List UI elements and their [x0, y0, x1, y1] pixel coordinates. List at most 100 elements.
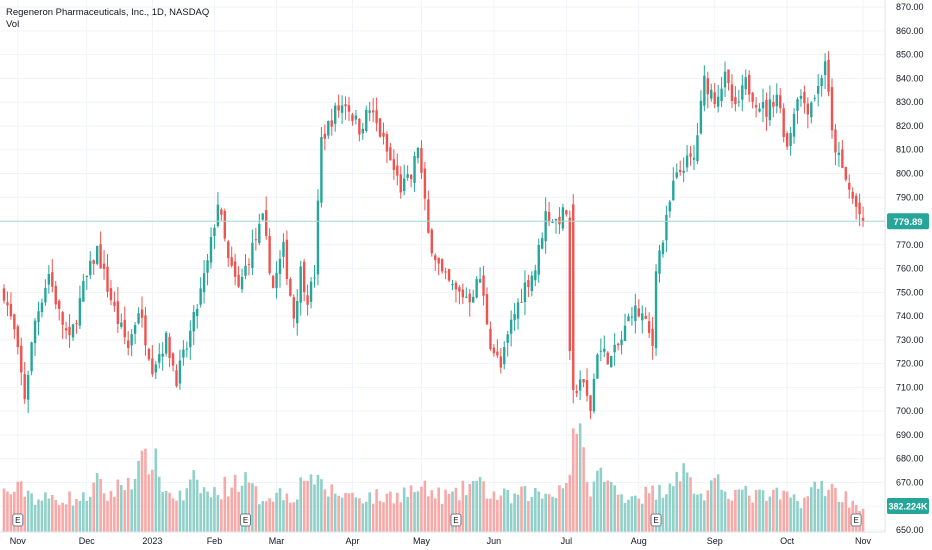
volume-bar — [751, 502, 754, 532]
candle-body — [58, 300, 61, 309]
candle-body — [475, 279, 478, 298]
volume-bar — [240, 485, 244, 532]
candle-body — [75, 323, 78, 325]
candle-body — [106, 266, 109, 292]
candle-body — [385, 134, 389, 152]
candle-body — [444, 271, 447, 273]
volume-bar — [502, 488, 506, 532]
volume-bar — [137, 460, 140, 532]
volume-bar — [685, 472, 689, 532]
candle-body — [309, 281, 313, 302]
volume-bar — [271, 501, 275, 532]
volume-bar — [40, 500, 44, 532]
time-axis-background — [0, 532, 885, 550]
volume-bar — [416, 491, 420, 532]
candle-body — [730, 84, 734, 101]
candle-body — [316, 200, 320, 275]
candle-body — [679, 169, 682, 173]
volume-bar — [554, 497, 558, 532]
candle-body — [26, 374, 30, 400]
earnings-marker-label: E — [15, 516, 20, 525]
candle-body — [551, 221, 554, 224]
volume-bar — [371, 503, 375, 532]
price-tick-label: 690.00 — [896, 430, 924, 440]
candle-body — [292, 297, 295, 319]
volume-bar — [64, 504, 68, 532]
candle-body — [109, 288, 113, 301]
candle-body — [848, 182, 851, 190]
volume-bar — [78, 500, 82, 532]
price-tick-label: 710.00 — [896, 382, 924, 392]
candle-body — [572, 204, 575, 390]
volume-bar — [616, 494, 620, 532]
price-axis[interactable]: 870.00 860.00 850.00 840.00 830.00 820.00 810.… — [896, 2, 924, 535]
candle-body — [358, 118, 361, 135]
candle-body — [375, 110, 378, 124]
candle-body — [413, 155, 416, 184]
candle-body — [758, 108, 761, 112]
time-axis[interactable]: Nov Dec 2023 Feb Mar Apr May Jun Jul Aug Sep Oct Nov — [10, 536, 872, 546]
volume-bar — [709, 480, 713, 532]
time-tick-label: Jul — [561, 536, 573, 546]
earnings-marker[interactable]: E — [850, 513, 862, 527]
candle-body — [589, 395, 592, 412]
volume-bar — [37, 499, 40, 532]
volume-bar — [409, 485, 413, 532]
price-tick-label: 750.00 — [896, 287, 924, 297]
volume-bar — [361, 503, 365, 532]
candle-body — [16, 326, 19, 348]
volume-bar — [151, 469, 154, 532]
candle-body — [520, 301, 523, 303]
candle-body — [420, 147, 423, 173]
candle-body — [451, 284, 454, 286]
volume-bar — [578, 423, 582, 532]
volume-legend-label[interactable]: Vol — [6, 19, 20, 30]
candle-body — [692, 157, 696, 160]
volume-bar — [454, 487, 458, 532]
volume-bar — [285, 493, 289, 532]
price-tick-label: 760.00 — [896, 264, 924, 274]
earnings-marker[interactable]: E — [240, 513, 251, 527]
volume-bar — [433, 498, 437, 532]
candle-body — [478, 279, 482, 283]
price-tick-label: 720.00 — [896, 359, 924, 369]
volume-bar — [613, 485, 616, 532]
volume-bar — [147, 474, 151, 532]
volume-bar — [437, 487, 440, 532]
earnings-marker[interactable]: E — [450, 513, 462, 527]
volume-bar — [447, 493, 451, 532]
candle-body — [503, 347, 506, 365]
candle-body — [547, 211, 551, 222]
candle-body — [61, 312, 64, 325]
volume-bar — [537, 491, 541, 532]
symbol-title[interactable]: Regeneron Pharmaceuticals, Inc., 1D, NAS… — [6, 7, 210, 18]
volume-bar — [99, 478, 102, 532]
candle-body — [647, 321, 651, 334]
volume-bar — [378, 500, 382, 532]
earnings-marker[interactable]: E — [650, 513, 662, 527]
volume-bar — [396, 492, 399, 532]
volume-bar — [520, 486, 523, 532]
volume-bar — [61, 502, 64, 532]
candle-body — [89, 260, 92, 276]
candle-body — [834, 129, 837, 153]
candle-body — [716, 96, 720, 107]
volume-bar — [544, 493, 547, 532]
price-tick-label: 650.00 — [896, 525, 924, 535]
candle-body — [568, 217, 571, 352]
candle-body — [492, 347, 496, 354]
volume-bar — [278, 488, 282, 532]
volume-bar — [120, 485, 123, 532]
volume-bar — [658, 484, 661, 532]
volume-bar — [647, 493, 651, 532]
volume-bar — [430, 490, 434, 532]
volume-bar — [575, 433, 578, 532]
earnings-marker[interactable]: E — [12, 513, 24, 527]
volume-bar — [92, 482, 95, 532]
volume-bar — [268, 498, 271, 532]
candle-body — [599, 350, 603, 352]
candle-body — [761, 102, 765, 109]
price-tick-label: 730.00 — [896, 335, 924, 345]
